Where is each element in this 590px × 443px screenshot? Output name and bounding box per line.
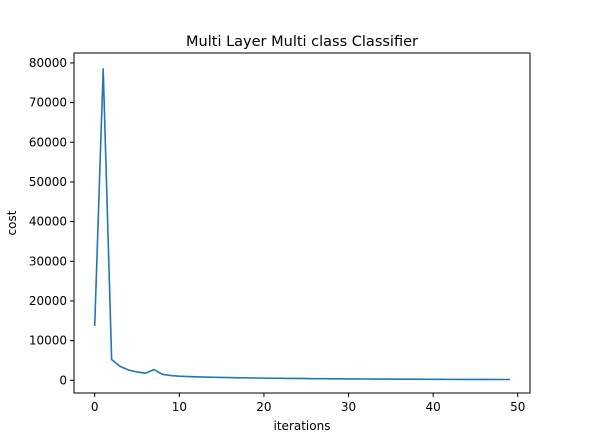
- x-tick-label: 30: [341, 400, 356, 414]
- x-tick-label: 10: [172, 400, 187, 414]
- chart-title: Multi Layer Multi class Classifier: [186, 34, 418, 50]
- x-tick-label: 50: [510, 400, 525, 414]
- x-tick-label: 20: [256, 400, 271, 414]
- y-tick-label: 70000: [29, 96, 67, 110]
- y-tick-label: 20000: [29, 294, 67, 308]
- x-axis-title: iterations: [274, 419, 331, 433]
- y-tick-label: 10000: [29, 334, 67, 348]
- series-line: [93, 68, 511, 381]
- x-tick-label: 40: [425, 400, 440, 414]
- y-axis-title: cost: [5, 210, 19, 235]
- y-tick-label: 0: [59, 373, 67, 387]
- y-tick-label: 50000: [29, 175, 67, 189]
- y-tick-label: 60000: [29, 135, 67, 149]
- y-tick-label: 80000: [29, 56, 67, 70]
- x-tick-label: 0: [91, 400, 99, 414]
- y-tick-label: 30000: [29, 254, 67, 268]
- y-tick-label: 40000: [29, 215, 67, 229]
- plot-frame: [73, 52, 531, 394]
